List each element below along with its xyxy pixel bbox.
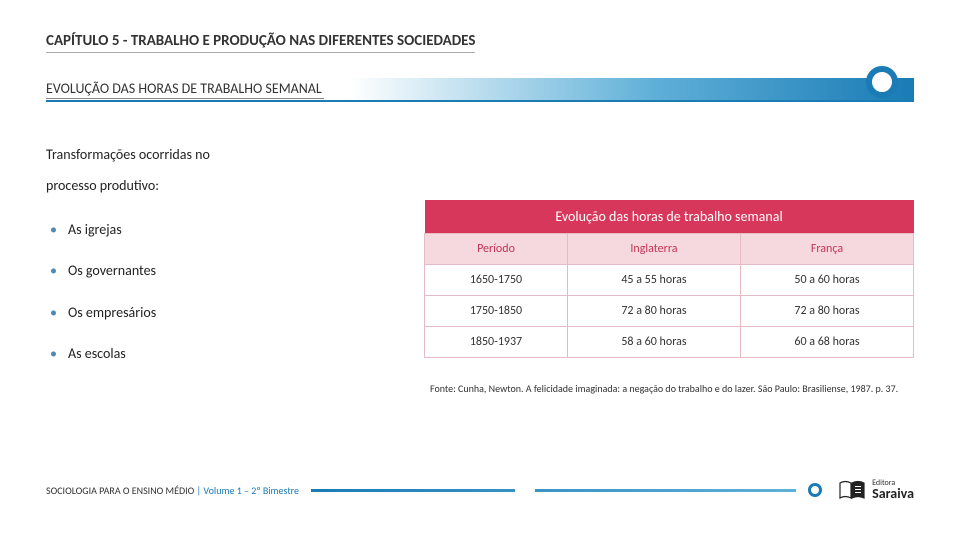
table-cell: 1650-1750 (425, 265, 568, 296)
list-item: Os empresários (46, 303, 366, 323)
work-hours-table: Evolução das horas de trabalho semanal P… (424, 200, 914, 358)
footer-line-gap (515, 489, 535, 492)
list-item: As escolas (46, 344, 366, 364)
table-cell: 50 a 60 horas (740, 265, 913, 296)
intro-line-2: processo produtivo: (46, 177, 159, 194)
publisher-logo: Editora Saraiva (838, 479, 914, 501)
table-header-cell: Inglaterra (567, 234, 740, 265)
table-row: 1850-1937 58 a 60 horas 60 a 68 horas (425, 327, 914, 358)
table-row: 1650-1750 45 a 55 horas 50 a 60 horas (425, 265, 914, 296)
data-table-container: Evolução das horas de trabalho semanal P… (424, 200, 914, 358)
table-header-cell: Período (425, 234, 568, 265)
table-cell: 72 a 80 horas (740, 296, 913, 327)
table-cell: 1750-1850 (425, 296, 568, 327)
table-title: Evolução das horas de trabalho semanal (425, 200, 914, 234)
list-item: Os governantes (46, 261, 366, 281)
intro-text: Transformações ocorridas no processo pro… (46, 140, 366, 202)
table-cell: 58 a 60 horas (567, 327, 740, 358)
chapter-title: CAPÍTULO 5 - TRABALHO E PRODUÇÃO NAS DIF… (46, 32, 475, 53)
footer-circle-icon (808, 483, 822, 497)
bullet-list: As igrejas Os governantes Os empresários… (46, 220, 366, 364)
table-cell: 1850-1937 (425, 327, 568, 358)
table-row: 1750-1850 72 a 80 horas 72 a 80 horas (425, 296, 914, 327)
logo-big-text: Saraiva (872, 487, 914, 501)
table-cell: 72 a 80 horas (567, 296, 740, 327)
table-cell: 60 a 68 horas (740, 327, 913, 358)
section-header-bar: EVOLUÇÃO DAS HORAS DE TRABALHO SEMANAL (46, 78, 914, 102)
footer-suffix: | Volume 1 – 2º Bimestre (197, 484, 299, 497)
footer-text: SOCIOLOGIA PARA O ENSINO MÉDIO | Volume … (46, 484, 299, 497)
page-footer: SOCIOLOGIA PARA O ENSINO MÉDIO | Volume … (46, 480, 914, 500)
book-icon (838, 479, 866, 501)
list-item: As igrejas (46, 220, 366, 240)
table-header-row: Período Inglaterra França (425, 234, 914, 265)
footer-divider-line (311, 489, 796, 492)
footer-prefix: SOCIOLOGIA PARA O ENSINO MÉDIO (46, 484, 194, 497)
logo-text: Editora Saraiva (872, 479, 914, 501)
header-circle-decoration (866, 66, 898, 98)
intro-line-1: Transformações ocorridas no (46, 146, 210, 163)
section-title: EVOLUÇÃO DAS HORAS DE TRABALHO SEMANAL (46, 80, 324, 99)
table-cell: 45 a 55 horas (567, 265, 740, 296)
table-title-row: Evolução das horas de trabalho semanal (425, 200, 914, 234)
content-left-column: Transformações ocorridas no processo pro… (46, 140, 366, 386)
source-citation: Fonte: Cunha, Newton. A felicidade imagi… (430, 382, 914, 395)
table-header-cell: França (740, 234, 913, 265)
